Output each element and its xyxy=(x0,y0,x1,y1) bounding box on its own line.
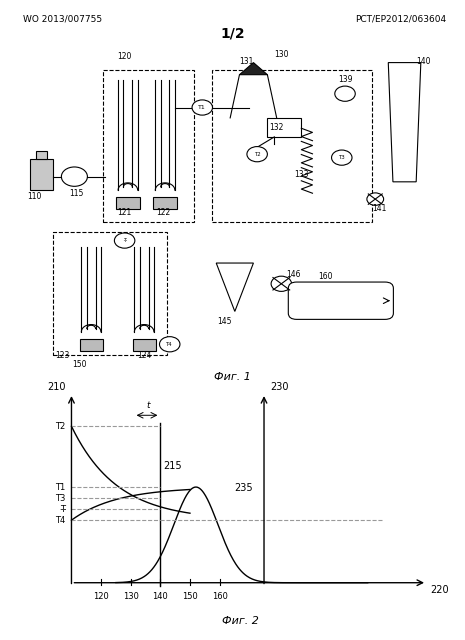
Text: 215: 215 xyxy=(163,461,182,470)
Text: T3: T3 xyxy=(55,493,66,502)
Text: 160: 160 xyxy=(319,271,333,280)
Text: 230: 230 xyxy=(270,381,288,392)
Bar xyxy=(133,339,156,351)
Text: PCT/EP2012/063604: PCT/EP2012/063604 xyxy=(355,14,446,23)
Text: 146: 146 xyxy=(286,270,300,279)
Circle shape xyxy=(114,233,135,248)
Circle shape xyxy=(271,276,292,291)
Text: 120: 120 xyxy=(117,52,132,61)
Text: 130: 130 xyxy=(123,592,139,601)
Text: 150: 150 xyxy=(182,592,198,601)
Text: 1/2: 1/2 xyxy=(220,27,245,41)
Text: T̶: T̶ xyxy=(60,504,66,514)
Circle shape xyxy=(335,86,355,101)
Polygon shape xyxy=(388,63,421,182)
Text: Фиг. 1: Фиг. 1 xyxy=(214,372,251,382)
Text: 210: 210 xyxy=(47,381,66,392)
Text: 140: 140 xyxy=(416,58,431,67)
Text: T4: T4 xyxy=(55,516,66,525)
Text: 139: 139 xyxy=(339,75,353,84)
Text: 133: 133 xyxy=(294,170,309,179)
FancyBboxPatch shape xyxy=(288,282,393,319)
Bar xyxy=(103,70,194,221)
Text: 124: 124 xyxy=(137,351,152,360)
Text: 150: 150 xyxy=(72,360,86,369)
Text: T2: T2 xyxy=(254,152,260,157)
Text: 123: 123 xyxy=(55,351,69,360)
Circle shape xyxy=(247,147,267,162)
Polygon shape xyxy=(239,63,267,75)
Text: 235: 235 xyxy=(234,483,253,493)
Polygon shape xyxy=(216,263,253,312)
Text: 145: 145 xyxy=(218,317,232,326)
Bar xyxy=(153,197,177,209)
Text: 131: 131 xyxy=(239,58,254,67)
Bar xyxy=(36,151,47,159)
Text: T4: T4 xyxy=(166,342,173,347)
Text: WO 2013/007755: WO 2013/007755 xyxy=(23,14,102,23)
Circle shape xyxy=(61,167,87,186)
Text: T2: T2 xyxy=(55,422,66,431)
Text: 120: 120 xyxy=(93,592,109,601)
Text: T1: T1 xyxy=(55,483,66,492)
Text: 220: 220 xyxy=(430,584,449,595)
Text: T3: T3 xyxy=(339,155,345,160)
Text: 121: 121 xyxy=(117,207,132,217)
Text: Фиг. 2: Фиг. 2 xyxy=(222,616,259,626)
Text: 132: 132 xyxy=(269,123,283,132)
Bar xyxy=(116,197,140,209)
Bar xyxy=(53,232,167,355)
Bar xyxy=(80,339,103,351)
Circle shape xyxy=(192,100,213,115)
Text: 110: 110 xyxy=(27,192,41,201)
Text: 115: 115 xyxy=(69,189,83,198)
Text: t: t xyxy=(147,401,150,410)
Bar xyxy=(267,118,301,137)
Text: 122: 122 xyxy=(156,207,170,217)
Text: 130: 130 xyxy=(274,51,289,60)
Text: T1: T1 xyxy=(199,105,206,110)
Text: T̶: T̶ xyxy=(123,238,126,243)
Bar xyxy=(30,159,53,191)
Text: 160: 160 xyxy=(212,592,227,601)
Circle shape xyxy=(332,150,352,165)
Text: 140: 140 xyxy=(153,592,168,601)
Bar xyxy=(212,70,372,221)
Circle shape xyxy=(367,193,384,205)
Text: 141: 141 xyxy=(372,204,386,213)
Circle shape xyxy=(159,337,180,352)
